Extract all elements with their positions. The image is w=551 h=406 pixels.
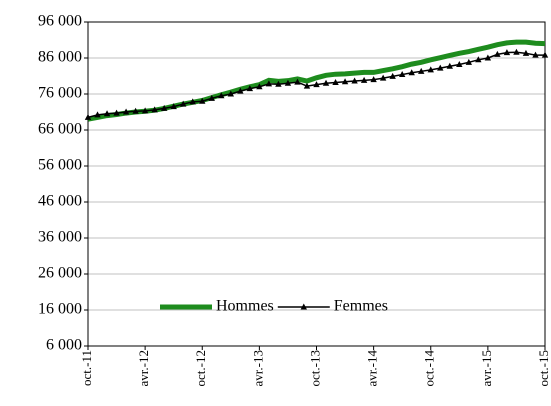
series-marker (160, 104, 168, 111)
series-marker (208, 94, 215, 101)
series-marker (256, 83, 263, 90)
legend-marker (300, 303, 307, 310)
series-marker (227, 90, 235, 97)
x-tick-label: oct.-12 (193, 350, 208, 386)
series-marker (303, 82, 311, 89)
series-marker (437, 64, 444, 71)
series-marker (494, 50, 501, 57)
x-tick-label: oct.-15 (536, 350, 551, 386)
series-marker (284, 79, 292, 86)
legend-item: Femmes (277, 298, 388, 315)
series-marker (332, 78, 339, 85)
y-tick-label: 36 000 (38, 229, 82, 246)
legend-label: Hommes (216, 298, 274, 315)
y-tick-label: 16 000 (38, 301, 82, 318)
y-tick-label: 56 000 (38, 157, 82, 174)
series-marker (180, 100, 187, 107)
series-marker (151, 106, 158, 113)
series-marker (189, 98, 196, 105)
x-tick-label: avr.-15 (479, 350, 494, 386)
series-marker (418, 67, 425, 74)
series-marker (132, 107, 139, 114)
y-tick-label: 6 000 (46, 337, 82, 354)
series-marker (370, 76, 377, 83)
y-tick-label: 46 000 (38, 193, 82, 210)
legend-label: Femmes (334, 298, 388, 315)
series-marker (541, 51, 549, 58)
y-tick-label: 96 000 (38, 13, 82, 30)
series-marker (379, 74, 387, 81)
series-marker (199, 97, 206, 104)
series-marker (503, 49, 511, 56)
series-marker (94, 111, 101, 118)
legend-item: Hommes (160, 298, 274, 315)
y-tick-label: 76 000 (38, 85, 82, 102)
series-marker (113, 109, 120, 116)
series-marker (484, 54, 492, 61)
series-marker (351, 77, 358, 84)
series-marker (218, 92, 225, 99)
series-marker (84, 113, 92, 120)
series-marker (141, 107, 149, 114)
series-marker (408, 69, 415, 76)
x-tick-label: oct.-11 (79, 350, 94, 386)
series-marker (322, 79, 330, 86)
y-tick-label: 86 000 (38, 49, 82, 66)
x-tick-label: oct.-14 (422, 350, 437, 387)
x-tick-label: avr.-14 (365, 350, 380, 387)
series-marker (122, 108, 130, 115)
series-marker (341, 78, 349, 85)
series-marker (265, 80, 273, 87)
series-marker (170, 103, 177, 110)
series-marker (513, 48, 520, 55)
series-marker (532, 51, 539, 58)
series-marker (465, 58, 473, 65)
plot-border (87, 21, 546, 347)
series-marker (246, 85, 254, 92)
series-marker (103, 110, 111, 117)
x-tick-label: avr.-13 (250, 350, 265, 386)
series-marker (522, 49, 530, 56)
series-marker (456, 60, 463, 67)
series-marker (398, 71, 406, 78)
series-marker (313, 81, 320, 88)
series-marker (275, 80, 282, 87)
y-tick-label: 26 000 (38, 265, 82, 282)
series-marker (360, 76, 368, 83)
y-tick-label: 66 000 (38, 121, 82, 138)
series-marker (427, 66, 434, 73)
x-tick-label: oct.-13 (307, 350, 322, 386)
x-tick-label: avr.-12 (136, 350, 151, 386)
series-line (87, 39, 546, 122)
series-marker (389, 72, 396, 79)
series-marker (294, 78, 301, 85)
series-marker (237, 87, 244, 94)
series-marker (446, 62, 453, 69)
series-marker (475, 56, 482, 63)
